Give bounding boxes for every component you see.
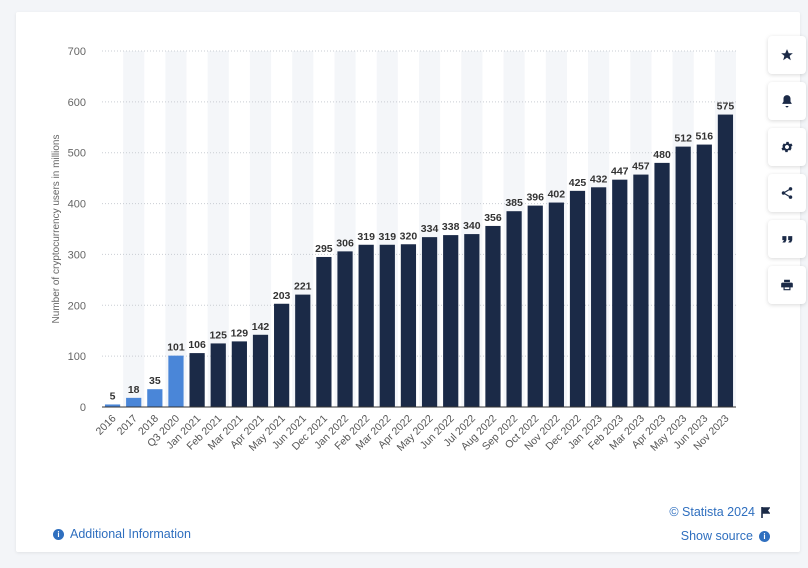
y-tick-label: 500 [68, 148, 86, 160]
data-label: 334 [421, 223, 439, 235]
bar [633, 174, 649, 407]
data-label: 575 [717, 101, 735, 113]
bar [506, 211, 522, 407]
notification-button[interactable] [768, 82, 806, 120]
bar [421, 237, 438, 407]
bar [696, 144, 712, 407]
data-label: 106 [188, 339, 206, 351]
print-button[interactable] [768, 266, 806, 304]
bar [252, 334, 269, 407]
chart-card: 0 100 200 300 400 500 600 700 Number of cryptocu… [16, 12, 806, 552]
data-label: 306 [336, 237, 354, 249]
data-label: 516 [696, 131, 714, 143]
y-tick-label: 200 [68, 300, 86, 312]
bar [654, 162, 670, 407]
data-label: 425 [569, 177, 587, 189]
data-label: 221 [294, 281, 312, 293]
info-icon: i [759, 530, 770, 542]
data-label: 447 [611, 166, 629, 178]
bar [443, 235, 459, 407]
bar [210, 343, 226, 407]
bar [527, 205, 543, 407]
x-tick-label: 2016 [94, 413, 119, 438]
show-source-label: Show source [680, 529, 753, 543]
show-source-link[interactable]: Show source i [681, 529, 770, 543]
bar [274, 303, 290, 407]
bar [104, 404, 121, 407]
y-tick-label: 600 [68, 97, 86, 109]
cite-button[interactable] [768, 220, 806, 258]
bar [295, 294, 311, 407]
data-label: 402 [548, 189, 566, 201]
bar [189, 353, 205, 407]
additional-info-label: Additional Information [70, 527, 191, 541]
copyright[interactable]: © Statista 2024 [669, 505, 770, 519]
bar [485, 225, 501, 407]
bar [337, 251, 353, 407]
data-label: 320 [400, 230, 418, 242]
data-label: 432 [590, 173, 608, 185]
info-icon: i [53, 528, 64, 540]
bar [358, 244, 374, 407]
bar [612, 179, 628, 407]
y-tick-label: 400 [68, 199, 86, 211]
data-label: 5 [110, 390, 116, 402]
gear-icon [781, 141, 793, 153]
column-band [165, 51, 187, 407]
y-tick-label: 100 [68, 351, 86, 363]
bar [126, 397, 142, 407]
bar [379, 244, 395, 407]
quote-icon [782, 236, 793, 243]
data-label: 203 [273, 290, 291, 302]
data-label: 142 [252, 321, 270, 333]
data-label: 385 [505, 197, 523, 209]
flag-icon [761, 506, 770, 518]
data-label: 396 [526, 192, 544, 204]
data-label: 457 [632, 161, 650, 173]
y-tick-label: 700 [68, 46, 86, 58]
settings-button[interactable] [768, 128, 806, 166]
bar [316, 256, 332, 407]
bar [675, 146, 691, 407]
data-label: 35 [149, 375, 161, 387]
column-band [123, 51, 145, 407]
y-tick-label: 300 [68, 249, 86, 261]
data-label: 480 [653, 149, 671, 161]
share-icon [781, 187, 793, 199]
copyright-label: © Statista 2024 [669, 505, 755, 519]
bar [548, 202, 564, 407]
chart-toolbar [768, 36, 806, 312]
y-axis-label: Number of cryptocurrency users in millio… [51, 135, 62, 324]
column-band [249, 51, 272, 407]
star-icon [781, 49, 793, 61]
bar [400, 244, 417, 407]
additional-info-link[interactable]: i Additional Information [53, 527, 191, 541]
bar-chart: 0 100 200 300 400 500 600 700 Number of cryptocu… [51, 46, 736, 454]
bar [147, 389, 163, 407]
bar [591, 187, 607, 407]
bar [569, 190, 586, 407]
data-label: 319 [357, 231, 375, 243]
bell-icon [782, 95, 792, 108]
bar [168, 355, 184, 407]
data-label: 340 [463, 220, 481, 232]
data-label: 129 [231, 327, 249, 339]
data-label: 18 [128, 384, 140, 396]
data-label: 338 [442, 221, 460, 233]
print-icon [781, 279, 793, 291]
bar [231, 341, 247, 407]
bar [464, 234, 480, 407]
data-label: 295 [315, 243, 333, 255]
data-label: 125 [209, 329, 227, 341]
data-label: 512 [674, 133, 692, 145]
favorite-button[interactable] [768, 36, 806, 74]
data-label: 101 [167, 342, 185, 354]
share-button[interactable] [768, 174, 806, 212]
data-label: 356 [484, 212, 502, 224]
column-band [207, 51, 229, 407]
data-label: 319 [379, 231, 397, 243]
y-tick-label: 0 [80, 402, 86, 414]
bar [717, 114, 734, 408]
x-tick-label: 2017 [115, 413, 140, 438]
